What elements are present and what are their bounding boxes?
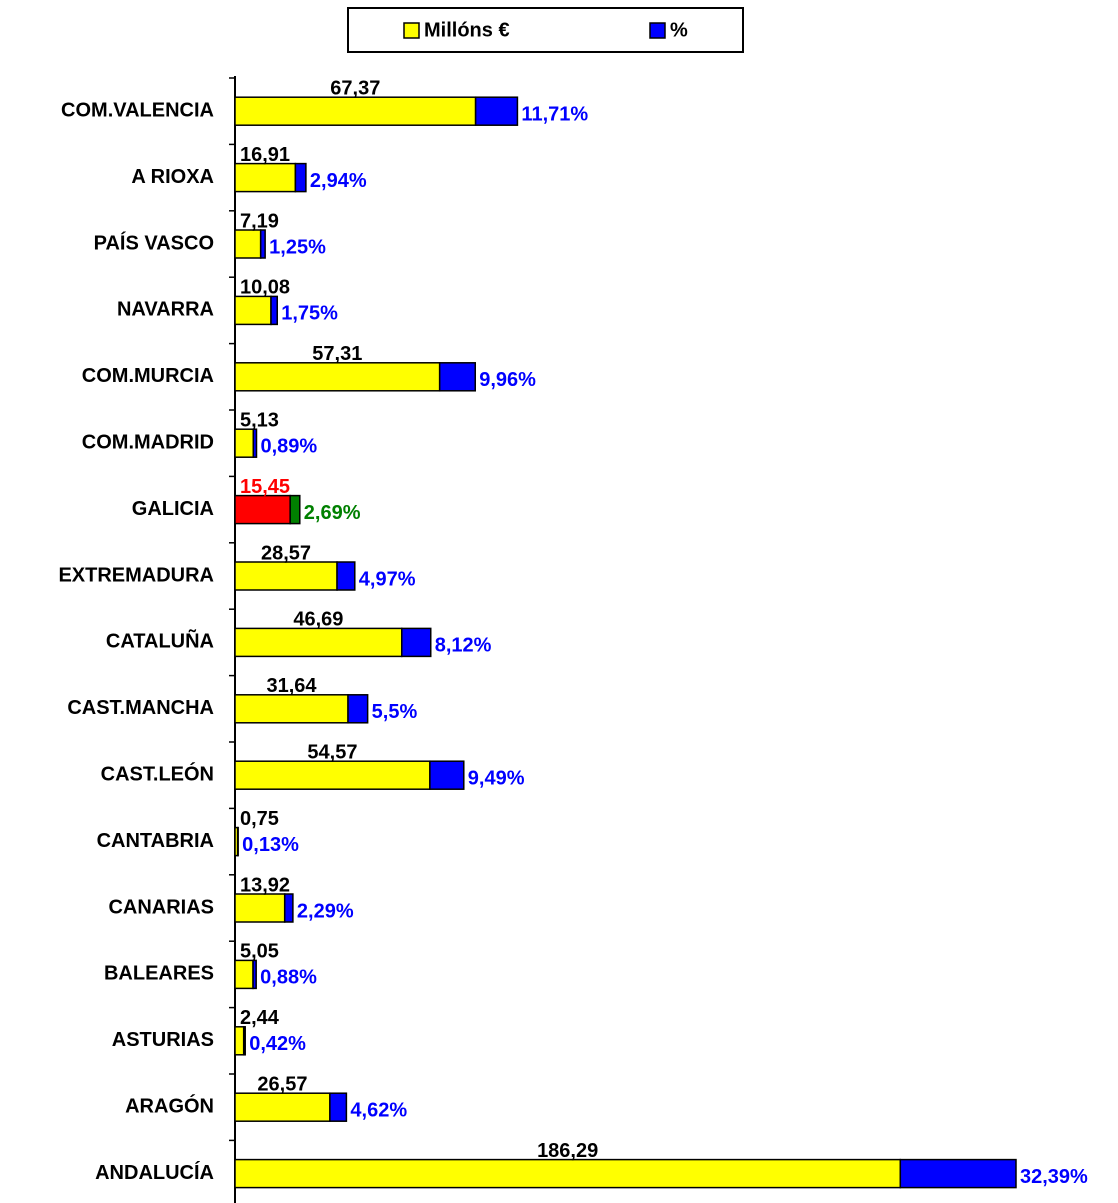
category-label: ASTURIAS (112, 1029, 214, 1051)
bar-segment (234, 959, 254, 990)
value-label: 1,75% (281, 303, 338, 325)
bar-segment (242, 1026, 246, 1056)
value-label: 16,91 (240, 144, 290, 166)
legend-swatch (403, 22, 420, 39)
value-label: 31,64 (266, 675, 317, 697)
bar-segment (234, 428, 255, 458)
category-label: BALEARES (104, 963, 214, 985)
category-label: CATALUÑA (106, 630, 214, 653)
value-label: 2,44 (240, 1007, 280, 1029)
value-label: 4,97% (359, 568, 416, 590)
value-label: 26,57 (257, 1073, 307, 1095)
legend-swatch (649, 22, 666, 39)
value-label: 1,25% (269, 236, 326, 258)
bar-segment (234, 162, 297, 193)
value-label: 67,37 (330, 77, 380, 99)
value-label: 0,88% (260, 967, 317, 989)
bar-segment (259, 229, 266, 259)
value-label: 4,62% (350, 1099, 407, 1121)
bar-segment (283, 893, 294, 923)
value-label: 13,92 (240, 874, 290, 896)
bar-segment (336, 561, 356, 591)
bar-segment (234, 229, 262, 259)
value-label: 9,96% (479, 369, 536, 391)
value-label: 11,71% (521, 103, 588, 125)
bar-segment (234, 494, 291, 525)
value-label: 28,57 (261, 542, 311, 564)
category-label: CAST.MANCHA (67, 697, 214, 719)
value-label: 7,19 (240, 210, 279, 232)
bar-segment (329, 1092, 348, 1122)
category-label: ARAGÓN (125, 1093, 214, 1117)
value-label: 2,29% (297, 900, 354, 922)
legend-label: Millóns € (424, 19, 510, 41)
bar-segment (234, 1158, 902, 1189)
value-label: 0,13% (242, 834, 299, 856)
bar-segment (234, 760, 431, 790)
category-label: PAÍS VASCO (94, 231, 214, 254)
bar-segment (289, 494, 301, 525)
value-label: 54,57 (307, 741, 357, 763)
category-label: CAST.LEÓN (101, 761, 214, 785)
category-label: COM.MURCIA (82, 365, 214, 387)
bar-segment (234, 96, 477, 126)
category-label: GALICIA (132, 498, 214, 520)
bar-segment (401, 627, 432, 658)
value-label: 0,42% (249, 1033, 306, 1055)
bar-segment (474, 96, 519, 126)
bar-segment (234, 561, 338, 591)
category-label: A RIOXA (131, 166, 214, 188)
bar-segment (429, 760, 465, 790)
value-label: 57,31 (312, 343, 362, 365)
bar-segment (236, 826, 239, 857)
bar-segment (294, 162, 307, 193)
category-label: ANDALUCÍA (95, 1161, 214, 1184)
category-label: CANARIAS (108, 896, 214, 918)
bar-segment (347, 694, 369, 724)
category-label: NAVARRA (117, 299, 214, 321)
value-label: 5,05 (240, 941, 279, 963)
value-label: 0,75 (240, 808, 279, 830)
value-label: 9,49% (468, 767, 525, 789)
value-label: 10,08 (240, 277, 290, 299)
bar-segment (234, 694, 349, 724)
legend-label: % (670, 19, 688, 41)
bar-segment (899, 1158, 1017, 1189)
category-label: COM.MADRID (82, 431, 214, 453)
bar-segment (234, 1092, 331, 1122)
value-label: 2,69% (304, 502, 361, 524)
value-label: 2,94% (310, 170, 367, 192)
bar-segment (234, 1026, 245, 1056)
value-label: 5,5% (372, 701, 418, 723)
bar-segment (270, 295, 278, 326)
value-label: 8,12% (435, 635, 492, 657)
bar-segment (234, 893, 286, 923)
value-label: 15,45 (240, 476, 290, 498)
value-label: 32,39% (1020, 1166, 1088, 1188)
bar-segment (252, 959, 257, 990)
value-label: 0,89% (261, 435, 318, 457)
bar-segment (234, 627, 403, 658)
bar-segment (252, 428, 258, 458)
value-label: 5,13 (240, 409, 279, 431)
category-label: EXTREMADURA (58, 564, 214, 586)
category-label: CANTABRIA (97, 830, 214, 852)
bar-segment (234, 362, 441, 392)
bar-segment (438, 362, 476, 392)
bar-segment (234, 295, 272, 326)
value-label: 186,29 (537, 1140, 598, 1162)
value-label: 46,69 (293, 609, 343, 631)
category-label: COM.VALENCIA (61, 99, 214, 121)
